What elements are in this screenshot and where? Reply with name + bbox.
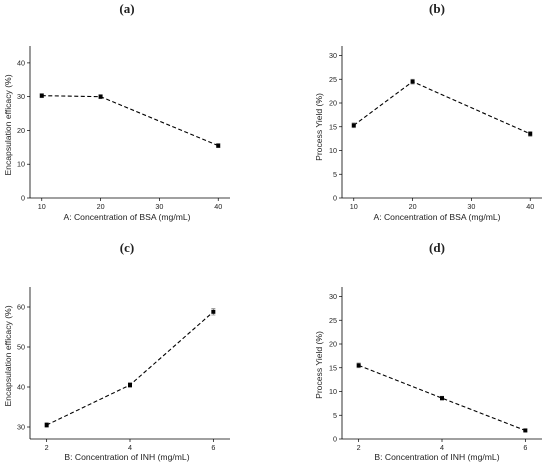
panel-a-label: (a) <box>119 1 134 16</box>
data-point <box>440 396 444 401</box>
panel-b-plot: 0 5 10 15 20 25 30 10 20 30 40 <box>329 46 542 211</box>
data-point <box>528 131 533 136</box>
y-tick-label: 40 <box>17 58 25 67</box>
data-point <box>410 79 415 84</box>
y-tick-label: 30 <box>17 423 25 432</box>
panel-a-plot: 0 10 20 30 40 10 20 30 40 <box>17 46 230 211</box>
y-tick-label: 0 <box>333 435 337 444</box>
x-tick-label: 4 <box>128 443 132 452</box>
y-tick-label: 25 <box>329 316 337 325</box>
y-tick-label: 30 <box>329 292 337 301</box>
data-point <box>351 123 356 128</box>
x-tick-label: 2 <box>357 443 361 452</box>
y-tick-label: 30 <box>17 92 25 101</box>
y-tick-label: 30 <box>329 51 337 60</box>
data-point <box>356 363 361 368</box>
series-line <box>41 95 219 147</box>
panel-b-x-axis-title: A: Concentration of BSA (mg/mL) <box>373 212 500 222</box>
data-point <box>523 428 528 433</box>
data-point <box>39 93 44 98</box>
x-tick-label: 6 <box>523 443 527 452</box>
data-point <box>98 94 103 99</box>
panel-c-y-axis-title: Encapsulation efficacy (%) <box>3 305 13 406</box>
data-point <box>128 383 132 387</box>
y-tick-label: 50 <box>17 343 25 352</box>
y-tick-label: 15 <box>329 363 337 372</box>
x-tick-label: 40 <box>526 202 534 211</box>
y-tick-label: 10 <box>329 146 337 155</box>
y-tick-label: 5 <box>333 411 337 420</box>
data-point <box>211 309 216 314</box>
series-line <box>358 364 526 431</box>
panel-c-label: (c) <box>120 240 134 255</box>
data-point <box>44 423 49 427</box>
data-point <box>216 143 221 148</box>
panel-d: (d) 0 5 10 15 20 25 30 2 4 6 B: Concentration of … <box>314 240 542 462</box>
y-tick-label: 20 <box>329 340 337 349</box>
panel-b-label: (b) <box>429 1 445 16</box>
y-tick-label: 40 <box>17 383 25 392</box>
series-line <box>46 311 214 426</box>
x-tick-label: 40 <box>214 202 222 211</box>
panel-d-x-axis-title: B: Concentration of INH (mg/mL) <box>374 452 499 462</box>
panel-d-plot: 0 5 10 15 20 25 30 2 4 6 <box>329 287 542 452</box>
y-tick-label: 10 <box>329 387 337 396</box>
x-tick-label: 20 <box>97 202 105 211</box>
y-tick-label: 60 <box>17 303 25 312</box>
x-tick-label: 6 <box>211 443 215 452</box>
panel-b: (b) 0 5 10 15 20 25 30 10 20 30 40 A: Concentratio… <box>314 1 542 222</box>
y-tick-label: 0 <box>21 194 25 203</box>
panel-d-y-axis-title: Process Yield (%) <box>314 331 324 399</box>
x-tick-label: 30 <box>467 202 475 211</box>
y-tick-label: 0 <box>333 194 337 203</box>
panel-c: (c) 30 40 50 60 2 4 6 B: Concentration of INH … <box>3 240 230 462</box>
x-tick-label: 20 <box>409 202 417 211</box>
x-tick-label: 30 <box>155 202 163 211</box>
panel-a-y-axis-title: Encapsulation efficacy (%) <box>3 74 13 175</box>
x-tick-label: 2 <box>45 443 49 452</box>
y-tick-label: 20 <box>17 126 25 135</box>
x-tick-label: 10 <box>350 202 358 211</box>
panel-b-y-axis-title: Process Yield (%) <box>314 93 324 161</box>
y-tick-label: 10 <box>17 160 25 169</box>
y-tick-label: 15 <box>329 122 337 131</box>
series-line <box>353 80 531 135</box>
panel-c-plot: 30 40 50 60 2 4 6 <box>17 287 230 452</box>
y-tick-label: 20 <box>329 99 337 108</box>
panel-a-x-axis-title: A: Concentration of BSA (mg/mL) <box>63 212 190 222</box>
x-tick-label: 4 <box>440 443 444 452</box>
y-tick-label: 5 <box>333 170 337 179</box>
y-tick-label: 25 <box>329 75 337 84</box>
panel-a: (a) 0 10 20 30 40 10 20 30 40 A: Concentration o… <box>3 1 230 222</box>
panel-d-label: (d) <box>429 240 445 255</box>
x-tick-label: 10 <box>38 202 46 211</box>
panel-c-x-axis-title: B: Concentration of INH (mg/mL) <box>64 452 189 462</box>
